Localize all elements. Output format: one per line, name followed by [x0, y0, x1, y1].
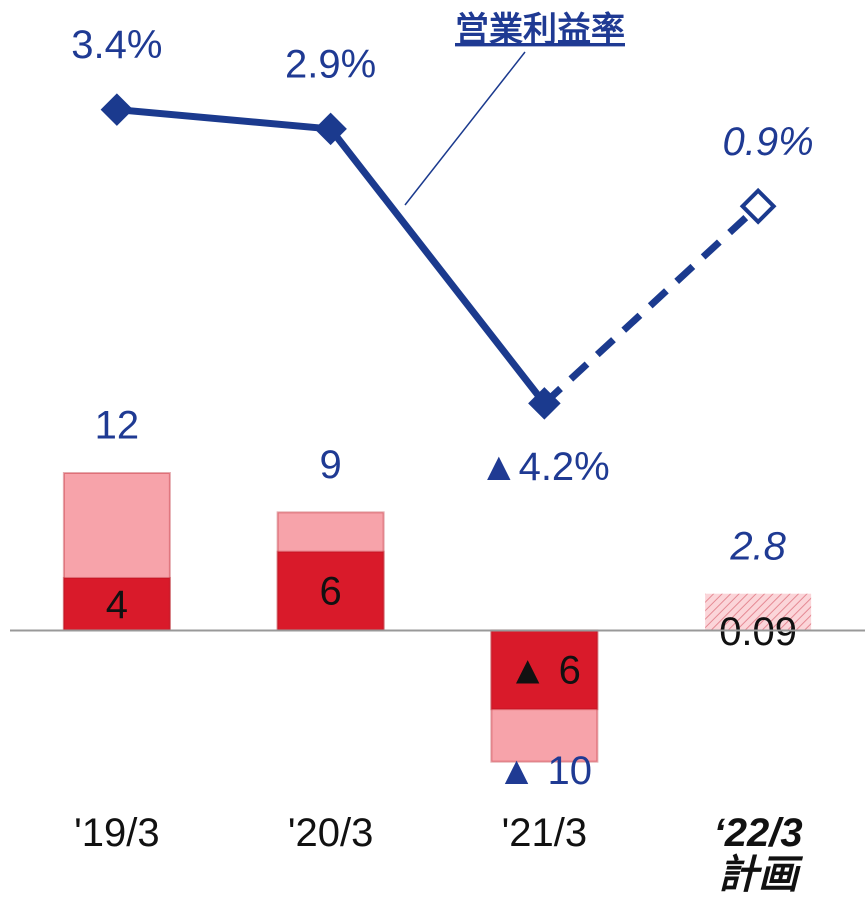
bar-label: 9 — [320, 443, 342, 487]
line-label: 3.4% — [71, 23, 162, 67]
bar-label: 4 — [106, 583, 128, 627]
bar-label: 0.09 — [719, 610, 797, 654]
line — [116, 106, 548, 406]
bar-label: 2.8 — [729, 524, 786, 568]
x-tick-label: '20/3 — [287, 811, 374, 855]
line-label: ▲4.2% — [479, 445, 610, 489]
bar-label: ▲ 6 — [508, 648, 581, 692]
bar-label: 12 — [95, 404, 140, 448]
x-tick-label: '19/3 — [74, 811, 160, 855]
marker — [739, 187, 777, 225]
x-tick-label: '21/3 — [501, 811, 588, 855]
bar-label: 6 — [320, 570, 342, 614]
marker — [528, 387, 561, 420]
leader-line — [404, 51, 526, 206]
x-tick-label: ‘22/3 計画 — [713, 811, 803, 897]
line-forecast — [542, 203, 761, 406]
bar — [490, 629, 599, 711]
bar — [705, 593, 812, 631]
marker — [100, 93, 134, 126]
bar-label: ▲ 10 — [497, 749, 592, 793]
line-label: 2.9% — [285, 42, 376, 86]
legend-label: 営業利益率 — [455, 11, 625, 49]
line-label: 0.9% — [723, 120, 814, 164]
marker — [314, 112, 347, 146]
